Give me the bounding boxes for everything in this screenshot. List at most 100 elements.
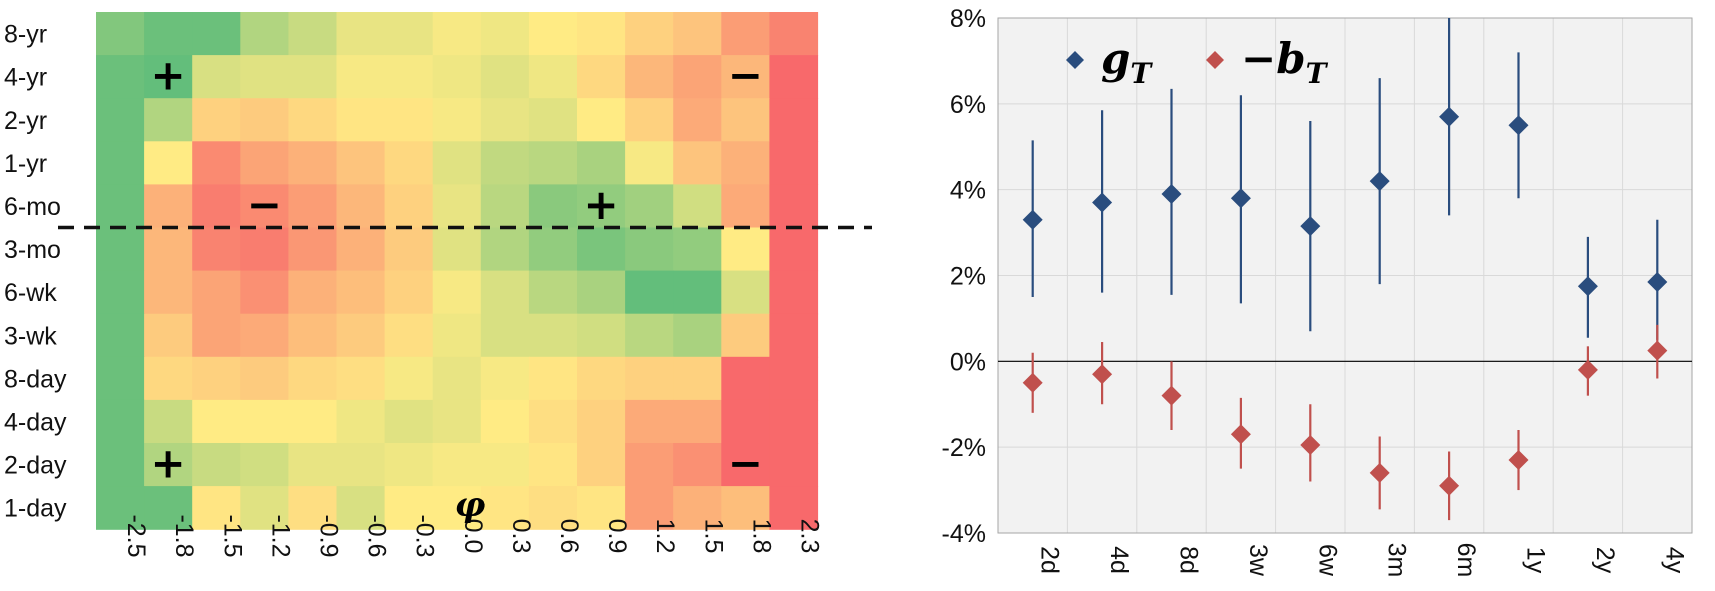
column-label--0.3: -0.3	[411, 514, 439, 557]
heatmap-cell-1-day-2.3	[769, 486, 819, 530]
heatmap-cell-8-yr-1.8	[721, 12, 770, 56]
heatmap-cell-6-wk--0.3	[384, 270, 434, 315]
column-label-2.3: 2.3	[795, 519, 823, 554]
heatmap-cell-3-wk-1.2	[625, 313, 674, 358]
heatmap-cell-8-yr-1.5	[673, 12, 722, 56]
heatmap-cell-6-mo-2.3	[769, 184, 819, 229]
heatmap-cell-1-yr--2.5	[96, 141, 145, 185]
heatmap-cell-1-day--1.2	[240, 486, 289, 530]
heatmap-cell-4-day--1.5	[192, 399, 241, 444]
heatmap-cell-6-mo--1.8	[144, 184, 193, 229]
heatmap-cell-8-day--2.5	[96, 356, 145, 401]
heatmap-cell-4-day-0.0	[432, 399, 482, 444]
heatmap-cell-4-yr-0.0	[432, 55, 482, 99]
heatmap-cell-4-yr-1.5	[673, 55, 722, 99]
heatmap-cell-6-mo--2.5	[96, 184, 145, 229]
column-label--0.6: -0.6	[363, 514, 391, 557]
heatmap-cell-1-yr--0.9	[288, 141, 338, 185]
heatmap-cell-1-day-0.6	[528, 486, 578, 530]
x-tick-label-6w: 6w	[1313, 544, 1341, 577]
row-label-8-yr: 8-yr	[4, 21, 47, 49]
heatmap-cell-4-day-0.3	[480, 399, 530, 444]
heatmap-cell-2-yr--1.2	[240, 98, 289, 142]
heatmap-cell-4-yr-1.8	[721, 55, 770, 99]
heatmap-cell-3-mo--0.6	[336, 227, 386, 272]
heatmap-cell-6-wk-1.8	[721, 270, 770, 315]
heatmap-cell-1-day--0.6	[336, 486, 386, 530]
data-point-2d	[1022, 372, 1043, 393]
heatmap-cell-3-mo-0.6	[528, 227, 578, 272]
heatmap-cell-6-mo-1.2	[625, 184, 674, 229]
heatmap-cell-1-yr-0.9	[577, 141, 626, 185]
heatmap-cell-3-wk-0.3	[480, 313, 530, 358]
row-label-3-mo: 3-mo	[4, 236, 61, 264]
heatmap-cell-6-wk-0.9	[577, 270, 626, 315]
heatmap-cell-8-yr--1.2	[240, 12, 289, 56]
heatmap-cell-2-yr--1.8	[144, 98, 193, 142]
heatmap-cell-2-day--1.8	[144, 443, 193, 487]
heatmap-cell-2-yr--2.5	[96, 98, 145, 142]
heatmap-cell-6-mo-1.5	[673, 184, 722, 229]
heatmap-cell-4-yr--1.8	[144, 55, 193, 99]
heatmap-cell-8-day--0.3	[384, 356, 434, 401]
data-point-3w	[1230, 188, 1251, 209]
heatmap-cell-3-wk--0.3	[384, 313, 434, 358]
data-point-4y	[1647, 271, 1668, 292]
row-label-6-mo: 6-mo	[4, 193, 61, 221]
heatmap-cell-3-wk--2.5	[96, 313, 145, 358]
y-tick-label: -2%	[942, 434, 986, 462]
heatmap-cell-8-yr--2.5	[96, 12, 145, 56]
heatmap-cell-4-day--1.8	[144, 399, 193, 444]
heatmap-cell-6-wk-1.2	[625, 270, 674, 315]
heatmap-cell-3-mo-0.9	[577, 227, 626, 272]
column-label-1.8: 1.8	[747, 519, 775, 554]
legend-label-subscript: T	[1130, 57, 1153, 90]
heatmap-cell-1-yr-0.3	[480, 141, 530, 185]
data-point-3m	[1369, 462, 1390, 483]
data-point-6m	[1439, 475, 1460, 496]
heatmap-cell-8-yr--1.8	[144, 12, 193, 56]
heatmap-cell-3-mo--2.5	[96, 227, 145, 272]
heatmap-cell-2-yr-1.8	[721, 98, 770, 142]
data-point-4d	[1092, 364, 1113, 385]
row-label-2-day: 2-day	[4, 452, 67, 480]
row-label-2-yr: 2-yr	[4, 107, 47, 135]
heatmap-cell-8-day-1.8	[721, 356, 770, 401]
series-gT	[1022, 18, 1668, 340]
legend-label-main: g	[1101, 34, 1130, 83]
heatmap-cell-6-mo--0.9	[288, 184, 338, 229]
heatmap-cell-4-yr--0.6	[336, 55, 386, 99]
heatmap-cell-3-wk-0.9	[577, 313, 626, 358]
x-axis-label: φ	[455, 485, 486, 525]
heatmap-cell-6-wk--1.5	[192, 270, 241, 315]
heatmap-cell-1-day--2.5	[96, 486, 145, 530]
heatmap-cell-3-mo-0.3	[480, 227, 530, 272]
heatmap-cell-8-day--1.5	[192, 356, 241, 401]
x-tick-label-3w: 3w	[1244, 544, 1272, 577]
heatmap-cell-3-wk-1.8	[721, 313, 770, 358]
heatmap-cell-6-wk--1.8	[144, 270, 193, 315]
heatmap-cell-3-mo--1.8	[144, 227, 193, 272]
heatmap-cell-8-day--0.6	[336, 356, 386, 401]
heatmap-cell-6-mo--0.6	[336, 184, 386, 229]
heatmap-cell-1-day--0.9	[288, 486, 338, 530]
y-tick-label: 0%	[950, 348, 986, 376]
heatmap-cell-6-wk-1.5	[673, 270, 722, 315]
data-point-1y	[1508, 115, 1529, 136]
y-tick-label: 4%	[950, 177, 986, 205]
heatmap-cell-1-yr--1.8	[144, 141, 193, 185]
heatmap-cell-2-day-2.3	[769, 443, 819, 487]
heatmap-cell-1-yr-0.0	[432, 141, 482, 185]
heatmap-cell-6-mo-0.0	[432, 184, 482, 229]
row-label-1-day: 1-day	[4, 495, 67, 523]
heatmap-cell-8-yr-0.6	[528, 12, 578, 56]
heatmap-cell-2-day-0.6	[528, 443, 578, 487]
heatmap-cell-4-day--2.5	[96, 399, 145, 444]
heatmap-cell-3-mo-1.5	[673, 227, 722, 272]
heatmap-cell-3-wk--1.2	[240, 313, 289, 358]
heatmap-cell-6-wk-0.0	[432, 270, 482, 315]
x-tick-label-1y: 1y	[1522, 547, 1550, 574]
heatmap-cell-8-yr-2.3	[769, 12, 819, 56]
heatmap-cell-3-wk--0.6	[336, 313, 386, 358]
